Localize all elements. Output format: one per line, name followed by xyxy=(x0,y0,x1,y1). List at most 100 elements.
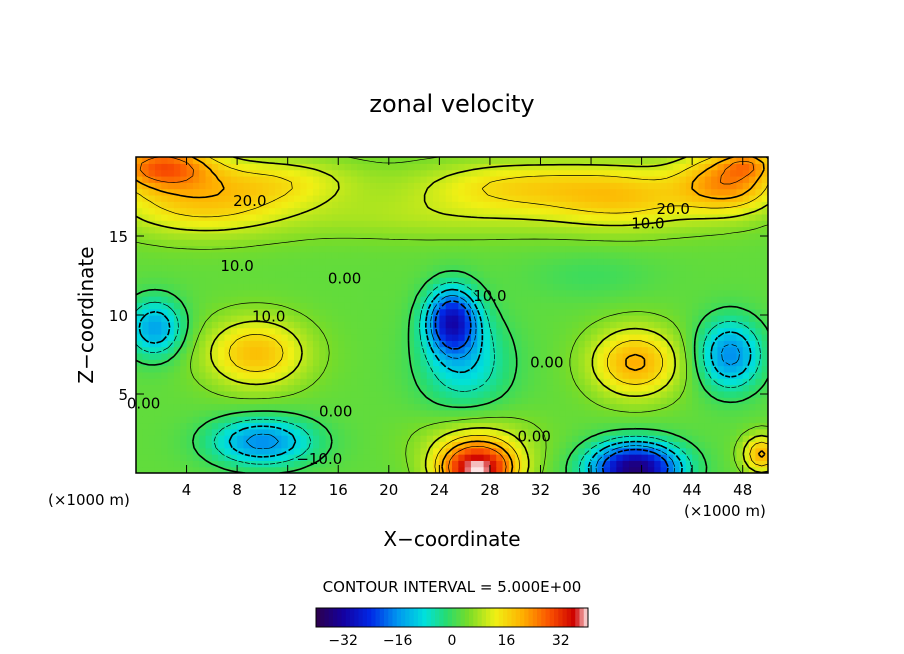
heatmap-cell xyxy=(281,333,289,341)
heatmap-cell xyxy=(666,175,674,183)
heatmap-cell xyxy=(287,277,295,284)
heatmap-cell xyxy=(401,409,409,417)
heatmap-cell xyxy=(470,346,478,354)
heatmap-cell xyxy=(610,384,617,392)
heatmap-cell xyxy=(692,296,700,303)
heatmap-cell xyxy=(287,466,295,473)
heatmap-cell xyxy=(148,447,156,455)
heatmap-cell xyxy=(458,188,466,196)
heatmap-cell xyxy=(192,321,200,329)
heatmap-cell xyxy=(218,428,226,436)
heatmap-cell xyxy=(610,397,617,405)
heatmap-cell xyxy=(546,270,554,278)
heatmap-cell xyxy=(243,169,251,177)
heatmap-cell xyxy=(445,409,453,417)
heatmap-cell xyxy=(470,283,478,291)
heatmap-cell xyxy=(597,352,605,360)
heatmap-cell xyxy=(704,346,712,354)
heatmap-cell xyxy=(249,422,257,430)
heatmap-cell xyxy=(294,182,301,190)
heatmap-cell xyxy=(439,409,447,417)
heatmap-cell xyxy=(527,175,535,183)
heatmap-cell xyxy=(553,270,561,278)
heatmap-cell xyxy=(489,441,497,449)
heatmap-cell xyxy=(527,327,535,335)
heatmap-cell xyxy=(211,378,219,386)
heatmap-cell xyxy=(578,460,586,468)
heatmap-cell xyxy=(180,340,188,348)
heatmap-cell xyxy=(711,239,719,247)
heatmap-cell xyxy=(218,384,226,392)
heatmap-cell xyxy=(452,182,459,190)
heatmap-cell xyxy=(148,264,156,272)
heatmap-cell xyxy=(464,435,472,442)
heatmap-cell xyxy=(376,270,384,278)
heatmap-cell xyxy=(540,188,548,196)
heatmap-cell xyxy=(711,201,719,209)
heatmap-cell xyxy=(256,315,263,322)
heatmap-cell xyxy=(388,397,396,405)
heatmap-cell xyxy=(723,397,731,405)
heatmap-cell xyxy=(597,207,605,215)
heatmap-cell xyxy=(578,226,586,234)
heatmap-cell xyxy=(331,220,339,228)
heatmap-cell xyxy=(534,232,542,240)
heatmap-cell xyxy=(382,403,390,411)
heatmap-cell xyxy=(477,270,485,278)
heatmap-cell xyxy=(628,258,636,266)
heatmap-cell xyxy=(388,371,396,379)
heatmap-cell xyxy=(312,289,320,297)
heatmap-cell xyxy=(742,194,750,202)
heatmap-cell xyxy=(243,378,251,386)
heatmap-cell xyxy=(180,182,188,190)
heatmap-cell xyxy=(319,157,327,164)
heatmap-cell xyxy=(294,289,301,297)
heatmap-cell xyxy=(477,365,485,373)
heatmap-cell xyxy=(458,466,466,473)
heatmap-cell xyxy=(420,163,428,171)
heatmap-cell xyxy=(534,264,542,272)
heatmap-cell xyxy=(205,175,213,183)
heatmap-cell xyxy=(559,422,567,430)
heatmap-cell xyxy=(186,283,194,291)
heatmap-cell xyxy=(641,403,649,411)
heatmap-cell xyxy=(382,466,390,473)
heatmap-cell xyxy=(458,447,466,455)
heatmap-cell xyxy=(742,321,750,329)
heatmap-cell xyxy=(350,207,358,215)
heatmap-cell xyxy=(502,175,510,183)
heatmap-cell xyxy=(306,163,314,171)
heatmap-cell xyxy=(666,384,674,392)
heatmap-cell xyxy=(603,454,611,461)
heatmap-cell xyxy=(458,289,466,297)
heatmap-cell xyxy=(666,258,674,266)
heatmap-cell xyxy=(199,346,207,354)
heatmap-cell xyxy=(154,371,162,379)
heatmap-cell xyxy=(603,188,611,196)
heatmap-cell xyxy=(154,277,162,284)
heatmap-cell xyxy=(717,245,725,253)
heatmap-cell xyxy=(755,194,763,202)
heatmap-cell xyxy=(287,264,295,272)
heatmap-cell xyxy=(363,201,371,209)
heatmap-cell xyxy=(142,416,150,424)
heatmap-cell xyxy=(237,447,245,455)
heatmap-cell xyxy=(357,365,365,373)
heatmap-cell xyxy=(199,435,207,442)
heatmap-cell xyxy=(161,378,169,386)
heatmap-cell xyxy=(635,460,643,468)
heatmap-cell xyxy=(256,296,263,303)
heatmap-cell xyxy=(338,460,346,468)
heatmap-cell xyxy=(711,220,719,228)
heatmap-cell xyxy=(312,409,320,417)
heatmap-cell xyxy=(331,213,339,221)
heatmap-cell xyxy=(723,447,731,455)
heatmap-cell xyxy=(180,460,188,468)
heatmap-cell xyxy=(527,157,535,164)
heatmap-cell xyxy=(458,270,466,278)
heatmap-cell xyxy=(199,175,207,183)
heatmap-cell xyxy=(452,194,459,202)
heatmap-cell xyxy=(376,447,384,455)
heatmap-cell xyxy=(445,264,453,272)
heatmap-cell xyxy=(673,327,681,335)
